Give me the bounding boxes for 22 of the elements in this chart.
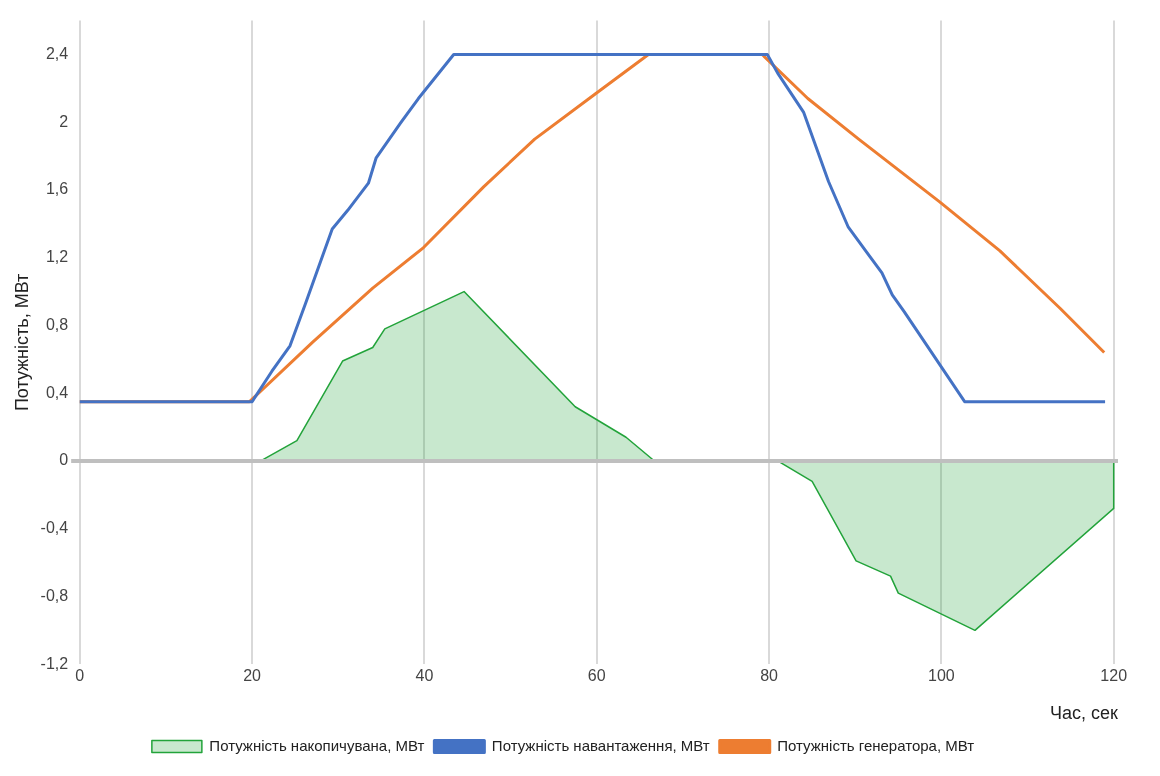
y-tick-label: -0,8 (40, 586, 69, 604)
x-tick-label: 40 (415, 667, 434, 685)
y-tick-label: -1,2 (40, 654, 69, 672)
x-tick-label: 60 (587, 667, 606, 685)
y-tick-label: 1,2 (45, 248, 69, 266)
legend-label: Потужність накопичувана, МВт (209, 736, 425, 754)
y-tick-label: 0,4 (45, 383, 69, 401)
legend-label: Потужність навантаження, МВт (491, 736, 710, 754)
x-tick-label: 80 (760, 667, 779, 685)
x-tick-label: 120 (1100, 667, 1128, 685)
x-tick-label: 100 (928, 667, 955, 685)
y-tick-label: 0 (59, 451, 69, 469)
y-axis-title: Потужність, МВт (11, 273, 32, 412)
y-tick-label: -0,4 (40, 519, 69, 537)
y-tick-label: 0,8 (45, 315, 69, 333)
y-tick-label: 1,6 (45, 180, 69, 198)
legend-label: Потужність генератора, МВт (777, 736, 975, 754)
y-tick-label: 2,4 (45, 44, 69, 62)
y-tick-label: 2 (59, 112, 69, 130)
x-axis-title: Час, сек (1050, 703, 1119, 724)
x-tick-label: 20 (243, 667, 262, 685)
x-tick-label: 0 (75, 667, 85, 685)
